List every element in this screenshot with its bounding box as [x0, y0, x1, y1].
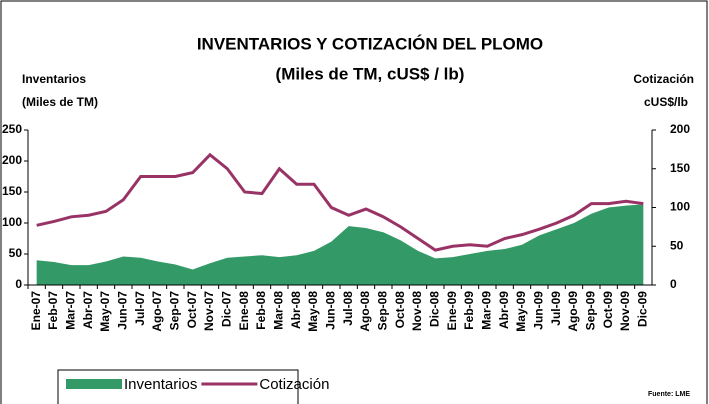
x-tick-label: Jul-08 — [341, 291, 355, 326]
y-axis-label: Inventarios — [22, 72, 86, 86]
y2-tick-label: 150 — [670, 161, 690, 175]
x-tick-label: Mar-07 — [64, 291, 78, 330]
y-tick-label: 0 — [15, 277, 22, 291]
x-tick-label: Nov-07 — [202, 291, 216, 331]
x-tick-label: Ene-08 — [237, 291, 251, 331]
y-tick-label: 50 — [9, 246, 23, 260]
x-tick-label: Dic-09 — [636, 291, 650, 327]
x-tick-label: May-07 — [98, 291, 112, 332]
y-tick-label: 250 — [2, 122, 22, 136]
y2-tick-label: 50 — [670, 238, 684, 252]
x-tick-label: Jun-08 — [324, 291, 338, 330]
y-axis-label: (Miles de TM) — [22, 95, 98, 109]
chart-subtitle: (Miles de TM, cUS$ / lb) — [276, 64, 465, 83]
x-tick-label: Oct-08 — [393, 291, 407, 329]
y2-axis-label: Cotización — [633, 72, 694, 86]
x-tick-label: Mar-08 — [272, 291, 286, 330]
x-tick-label: Nov-08 — [410, 291, 424, 331]
legend-label: Cotización — [259, 376, 329, 393]
area — [36, 204, 644, 285]
x-tick-label: Feb-07 — [46, 291, 60, 330]
x-tick-label: Oct-09 — [601, 291, 615, 329]
x-tick-label: Feb-08 — [254, 291, 268, 330]
x-tick-label: Ago-08 — [358, 291, 372, 332]
chart-title: INVENTARIOS Y COTIZACIÓN DEL PLOMO — [197, 34, 543, 53]
y2-tick-label: 100 — [670, 200, 690, 214]
x-tick-label: Jun-09 — [532, 291, 546, 330]
legend-label: Inventarios — [124, 376, 197, 393]
x-tick-label: Mar-09 — [480, 291, 494, 330]
x-tick-label: Feb-09 — [462, 291, 476, 330]
x-tick-label: Sep-08 — [376, 291, 390, 331]
y-tick-label: 100 — [2, 215, 22, 229]
x-tick-label: Jul-07 — [133, 291, 147, 326]
y2-axis-label: cUS$/lb — [644, 95, 688, 109]
source: Fuente: LME — [648, 391, 690, 398]
y-tick-label: 150 — [2, 184, 22, 198]
y2-tick-label: 0 — [670, 277, 677, 291]
line — [36, 152, 644, 252]
x-tick-label: May-09 — [514, 291, 528, 332]
x-tick-label: Ene-07 — [29, 291, 43, 331]
x-tick-label: Abr-08 — [289, 291, 303, 329]
x-tick-label: Ago-07 — [150, 291, 164, 332]
x-tick-label: Jul-09 — [549, 291, 563, 326]
x-tick-label: Jun-07 — [116, 291, 130, 330]
x-tick-label: Oct-07 — [185, 291, 199, 329]
x-tick-label: Dic-08 — [428, 291, 442, 327]
x-tick-label: Nov-09 — [618, 291, 632, 331]
x-tick-label: Sep-07 — [168, 291, 182, 331]
x-tick-label: Dic-07 — [220, 291, 234, 327]
legend-swatch — [66, 379, 122, 389]
x-tick-label: Abr-09 — [497, 291, 511, 329]
x-tick-label: Abr-07 — [81, 291, 95, 329]
y-tick-label: 200 — [2, 153, 22, 167]
y2-tick-label: 200 — [670, 122, 690, 136]
x-tick-label: Sep-09 — [584, 291, 598, 331]
x-tick-label: Ene-09 — [445, 291, 459, 331]
x-tick-label: Ago-09 — [566, 291, 580, 332]
x-tick-label: May-08 — [306, 291, 320, 332]
